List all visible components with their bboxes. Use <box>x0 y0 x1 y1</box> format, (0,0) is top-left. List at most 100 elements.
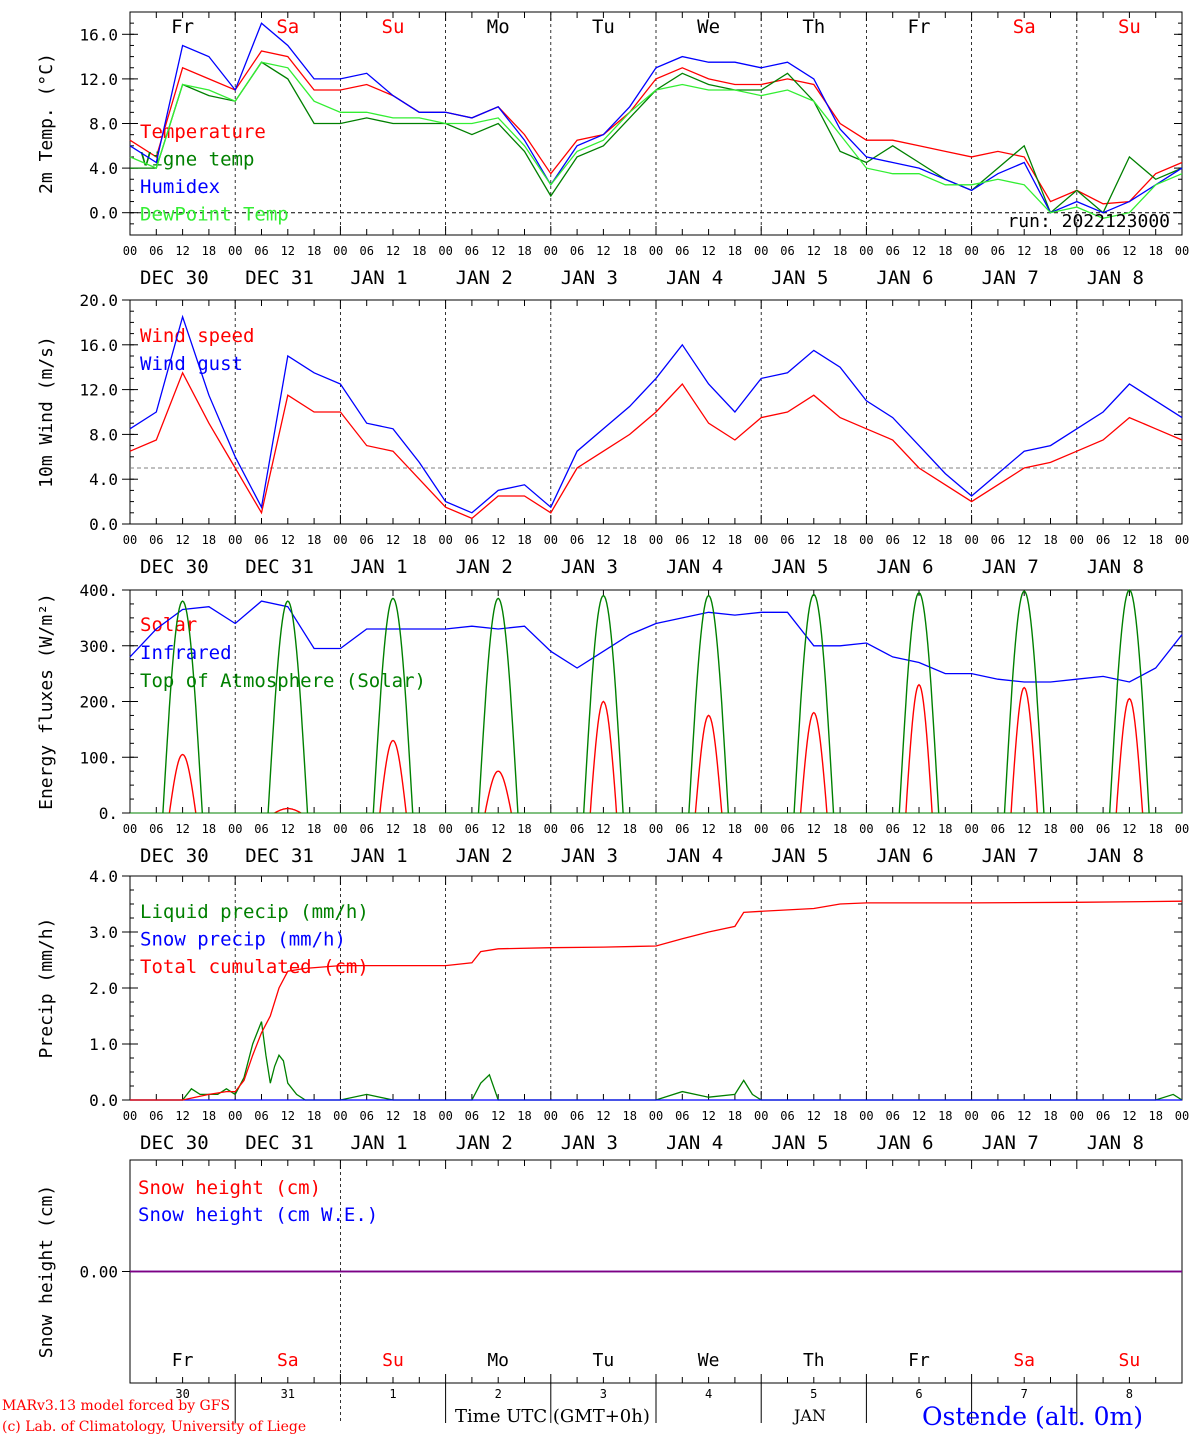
hour-tick-label: 00 <box>544 1109 558 1123</box>
hour-tick-label: 06 <box>780 1109 794 1123</box>
day-number-label: 1 <box>389 1387 396 1401</box>
date-label: DEC 30 <box>140 1132 209 1154</box>
y-tick-label: 1.0 <box>89 1035 118 1054</box>
series-line-1 <box>799 711 828 814</box>
date-label: JAN 2 <box>456 556 513 578</box>
date-label: JAN 6 <box>876 1132 933 1154</box>
hour-tick-label: 06 <box>465 1109 479 1123</box>
hour-tick-label: 06 <box>254 244 268 258</box>
hour-tick-label: 12 <box>596 244 610 258</box>
hour-tick-label: 18 <box>1043 1109 1057 1123</box>
hour-tick-label: 06 <box>885 822 899 836</box>
date-label: JAN 6 <box>876 845 933 867</box>
panel-2: 0.0 4.0 8.0 12.0 16.0 20.0 10m Wind (m/s) Wind … <box>36 291 1189 578</box>
y-tick-label: 400. <box>79 581 118 600</box>
series-line-1 <box>589 700 618 814</box>
series-line-3 <box>688 594 729 814</box>
legend-entry: Humidex <box>140 176 220 198</box>
hour-tick-label: 06 <box>1096 533 1110 547</box>
y-tick-label: 8.0 <box>89 115 118 134</box>
legend-entry: Infrared <box>140 642 232 664</box>
day-number-label: 6 <box>915 1387 922 1401</box>
date-label: JAN 1 <box>350 1132 407 1154</box>
series-line-3 <box>583 594 624 814</box>
hour-tick-label: 18 <box>622 533 636 547</box>
date-label: JAN 2 <box>456 845 513 867</box>
hour-tick-label: 12 <box>701 244 715 258</box>
hour-tick-label: 00 <box>649 533 663 547</box>
hour-tick-label: 06 <box>570 822 584 836</box>
hour-tick-label: 00 <box>438 244 452 258</box>
hour-tick-label: 06 <box>1096 1109 1110 1123</box>
hour-tick-label: 12 <box>1122 822 1136 836</box>
y-tick-label: 16.0 <box>79 336 118 355</box>
hour-tick-label: 12 <box>175 1109 189 1123</box>
hour-tick-label: 00 <box>438 533 452 547</box>
hour-tick-label: 06 <box>885 244 899 258</box>
hour-tick-label: 00 <box>123 244 137 258</box>
model-credit: MARv3.13 model forced by GFS <box>2 1398 231 1414</box>
hour-tick-label: 00 <box>123 1109 137 1123</box>
weekday-label: Sa <box>1013 1350 1035 1371</box>
hour-tick-label: 00 <box>859 1109 873 1123</box>
date-label: JAN 3 <box>561 1132 618 1154</box>
y-tick-label: 300. <box>79 637 118 656</box>
weekday-label: Sa <box>276 16 299 38</box>
y-tick-label: 8.0 <box>89 425 118 444</box>
hour-tick-label: 00 <box>333 244 347 258</box>
date-label: JAN 5 <box>771 267 828 289</box>
legend-entry: Wind speed <box>140 325 254 347</box>
y-tick-label: 3.0 <box>89 923 118 942</box>
hour-tick-label: 18 <box>202 533 216 547</box>
hour-tick-label: 18 <box>202 822 216 836</box>
hour-tick-label: 18 <box>307 533 321 547</box>
date-label: JAN 4 <box>666 845 723 867</box>
hour-tick-label: 00 <box>859 533 873 547</box>
hour-tick-label: 06 <box>149 822 163 836</box>
hour-tick-label: 06 <box>675 533 689 547</box>
hour-tick-label: 06 <box>359 244 373 258</box>
hour-tick-label: 06 <box>359 1109 373 1123</box>
y-axis-label: 10m Wind (m/s) <box>36 336 57 488</box>
hour-tick-label: 00 <box>964 533 978 547</box>
date-label: DEC 31 <box>245 556 314 578</box>
hour-tick-label: 06 <box>254 822 268 836</box>
hour-tick-label: 18 <box>1043 533 1057 547</box>
weekday-label: Th <box>802 16 825 38</box>
hour-tick-label: 12 <box>807 244 821 258</box>
hour-tick-label: 00 <box>964 1109 978 1123</box>
hour-tick-label: 06 <box>780 822 794 836</box>
series-line-2 <box>129 600 1183 683</box>
hour-tick-label: 06 <box>149 1109 163 1123</box>
series-line-1 <box>694 714 723 814</box>
legend-entry: Snow height (cm W.E.) <box>138 1204 378 1226</box>
run-annotation: run: 2022123000 <box>1007 211 1170 232</box>
hour-tick-label: 06 <box>991 822 1005 836</box>
series-line-3 <box>793 593 835 814</box>
date-label: JAN 6 <box>876 267 933 289</box>
hour-tick-label: 00 <box>333 533 347 547</box>
hour-tick-label: 00 <box>754 1109 768 1123</box>
date-label: JAN 3 <box>561 556 618 578</box>
hour-tick-label: 12 <box>701 1109 715 1123</box>
weekday-label: We <box>698 1350 720 1371</box>
hour-tick-label: 12 <box>701 822 715 836</box>
hour-tick-label: 06 <box>675 822 689 836</box>
hour-tick-label: 18 <box>202 1109 216 1123</box>
hour-tick-label: 00 <box>649 244 663 258</box>
date-label: DEC 30 <box>140 556 209 578</box>
hour-tick-label: 06 <box>254 1109 268 1123</box>
hour-tick-label: 06 <box>465 822 479 836</box>
y-tick-label: 4.0 <box>89 159 118 178</box>
hour-tick-label: 18 <box>622 1109 636 1123</box>
hour-tick-label: 00 <box>754 533 768 547</box>
hour-tick-label: 18 <box>728 244 742 258</box>
hour-tick-label: 18 <box>307 822 321 836</box>
hour-tick-label: 06 <box>780 533 794 547</box>
hour-tick-label: 06 <box>359 533 373 547</box>
y-axis-label: Precip (mm/h) <box>36 918 57 1059</box>
weekday-label: Su <box>382 16 405 38</box>
hour-tick-label: 00 <box>754 822 768 836</box>
y-tick-label: 100. <box>79 748 118 767</box>
